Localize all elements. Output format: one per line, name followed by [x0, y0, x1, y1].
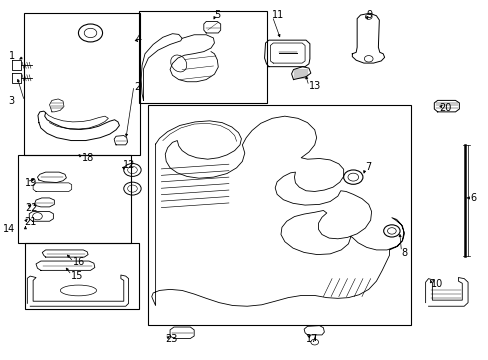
- Text: 15: 15: [71, 271, 83, 281]
- Text: 7: 7: [365, 162, 371, 172]
- Bar: [24, 13, 140, 155]
- Text: 6: 6: [469, 193, 475, 203]
- Text: 11: 11: [272, 10, 284, 20]
- Text: 20: 20: [438, 103, 450, 113]
- Text: 22: 22: [25, 203, 38, 213]
- Text: 4: 4: [135, 35, 141, 44]
- Text: 13: 13: [308, 81, 321, 91]
- Text: 10: 10: [430, 279, 443, 289]
- Text: 12: 12: [122, 160, 135, 170]
- Text: 3: 3: [9, 96, 15, 106]
- Text: 23: 23: [165, 334, 177, 344]
- Bar: [25, 243, 139, 309]
- Bar: [139, 12, 266, 103]
- Text: 21: 21: [24, 217, 37, 227]
- Text: 2: 2: [134, 82, 140, 92]
- Text: 18: 18: [82, 153, 94, 163]
- Text: 5: 5: [214, 10, 220, 20]
- Bar: [148, 105, 410, 325]
- Text: 17: 17: [305, 334, 318, 344]
- Text: 8: 8: [401, 248, 407, 258]
- Text: 19: 19: [25, 178, 38, 188]
- Text: 1: 1: [9, 51, 15, 61]
- Bar: [18, 155, 131, 243]
- Text: 16: 16: [73, 257, 85, 267]
- Text: 14: 14: [2, 225, 15, 234]
- Text: 9: 9: [366, 10, 372, 20]
